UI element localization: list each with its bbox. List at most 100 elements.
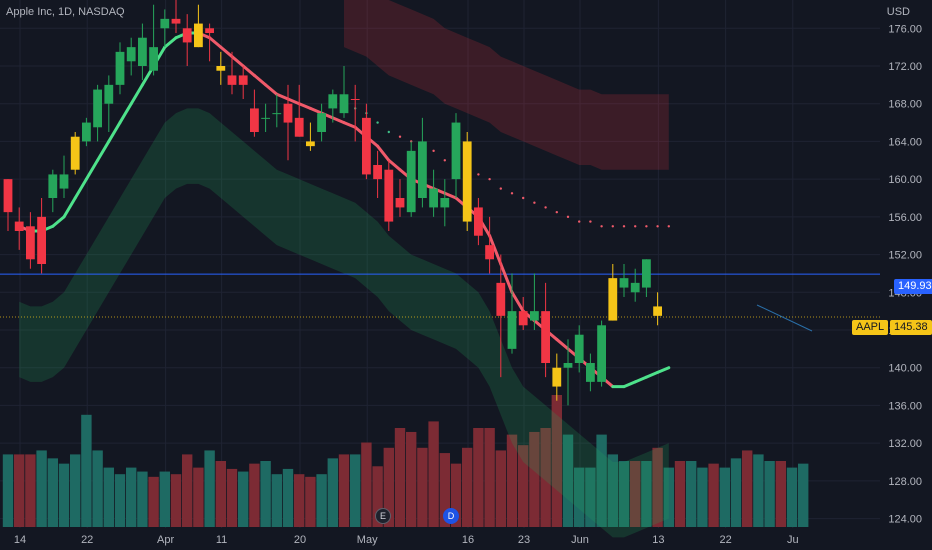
ma-fast-segment xyxy=(84,158,100,181)
ma-slow-dot xyxy=(566,215,570,219)
ma-fast-segment xyxy=(230,55,245,68)
volume-bar xyxy=(260,461,271,527)
ma-fast-segment xyxy=(308,106,324,115)
candle-body xyxy=(283,103,293,123)
ma-slow-dot xyxy=(443,159,446,162)
ma-fast-segment xyxy=(510,290,525,313)
candle-body xyxy=(194,23,203,48)
candle-body xyxy=(362,117,371,175)
volume-bar xyxy=(786,467,798,527)
volume-bar xyxy=(226,468,238,527)
ma-slow-dot xyxy=(387,130,390,134)
volume-bar xyxy=(36,450,47,527)
ma-fast-segment xyxy=(297,102,312,110)
ma-slow-dot xyxy=(376,121,379,124)
trend-arrow xyxy=(756,304,813,332)
ma-fast-segment xyxy=(129,83,144,106)
ma-fast-segment xyxy=(73,177,88,200)
candle-body xyxy=(653,306,662,316)
ma-fast-segment xyxy=(443,191,458,200)
candle-body xyxy=(238,75,248,85)
ma-fast-segment xyxy=(219,45,234,59)
ma-fast-segment xyxy=(331,116,346,125)
y-tick-label: 128.00 xyxy=(888,476,922,488)
volume-bar xyxy=(372,466,383,527)
volume-bar xyxy=(126,467,137,527)
volume-bar xyxy=(350,454,361,527)
y-tick-label: 172.00 xyxy=(888,61,922,73)
ma-fast-segment xyxy=(488,234,503,266)
lower-band xyxy=(19,108,669,538)
volume-bar xyxy=(462,447,473,527)
volume-bar xyxy=(204,450,215,527)
candle-body xyxy=(82,122,91,142)
volume-bar xyxy=(529,431,540,527)
volume-bar xyxy=(484,428,495,527)
candle-body xyxy=(205,28,214,33)
y-tick-label: 164.00 xyxy=(888,136,922,148)
ma-slow-dot xyxy=(667,225,670,228)
volume-bar xyxy=(14,454,25,527)
volume-bar xyxy=(282,468,294,527)
ma-fast-segment xyxy=(622,380,637,389)
candle-body xyxy=(574,334,584,363)
x-tick-label: 20 xyxy=(294,534,306,546)
upper-band xyxy=(344,0,669,170)
candle-body xyxy=(373,165,382,180)
volume-bar xyxy=(540,428,551,527)
volume-bar xyxy=(618,461,630,527)
ma-slow-dot xyxy=(578,220,581,223)
candle-body xyxy=(306,141,315,147)
candle-body xyxy=(395,198,405,208)
ma-slow-dot xyxy=(522,196,525,200)
y-tick-label: 156.00 xyxy=(888,212,922,224)
volume-bar xyxy=(70,454,81,527)
x-tick-label: 14 xyxy=(14,534,26,546)
y-tick-label: 152.00 xyxy=(888,250,922,262)
volume-bar xyxy=(170,474,182,527)
candle-body xyxy=(227,75,237,85)
y-tick-label: 124.00 xyxy=(888,514,922,526)
volume-bar xyxy=(719,467,730,527)
candle-body xyxy=(216,66,226,71)
volume-bar xyxy=(2,454,14,527)
volume-bar xyxy=(417,447,428,527)
ma-fast-segment xyxy=(555,337,570,351)
ma-slow-dot xyxy=(510,192,514,195)
y-tick-label: 140.00 xyxy=(888,363,922,375)
ma-fast-segment xyxy=(376,144,391,162)
candle-body xyxy=(563,363,573,368)
volume-bar xyxy=(193,467,204,527)
volume-bar xyxy=(249,463,260,527)
volume-bar xyxy=(708,463,719,527)
volume-bar xyxy=(551,395,562,527)
ma-fast-segment xyxy=(51,215,66,228)
candle-body xyxy=(59,174,69,189)
ma-slow-dot xyxy=(611,225,614,228)
ma-fast-segment xyxy=(656,366,671,374)
volume-bar xyxy=(58,463,70,527)
candle-body xyxy=(406,150,416,213)
volume-bar xyxy=(518,445,529,527)
candle-body xyxy=(586,363,595,382)
ma-fast-segment xyxy=(62,196,77,219)
volume-bar xyxy=(182,454,193,527)
volume-bar xyxy=(25,454,36,527)
volume-bar xyxy=(327,458,338,527)
volume-bar xyxy=(562,434,574,527)
volume-bar xyxy=(652,447,663,527)
earnings-event-icon[interactable]: E xyxy=(375,508,391,524)
candle-body xyxy=(149,47,158,71)
candle-body xyxy=(26,226,35,260)
volume-bar xyxy=(574,467,585,527)
volume-bar xyxy=(47,458,58,527)
volume-bar xyxy=(596,434,607,527)
dividend-event-icon[interactable]: D xyxy=(443,508,459,524)
y-tick-label: 136.00 xyxy=(888,400,922,412)
candle-body xyxy=(14,221,24,231)
ma-slow-dot xyxy=(533,201,536,204)
candle-body xyxy=(126,47,136,62)
chart-symbol-title: Apple Inc, 1D, NASDAQ xyxy=(6,6,125,18)
y-tick-label: 160.00 xyxy=(888,174,922,186)
